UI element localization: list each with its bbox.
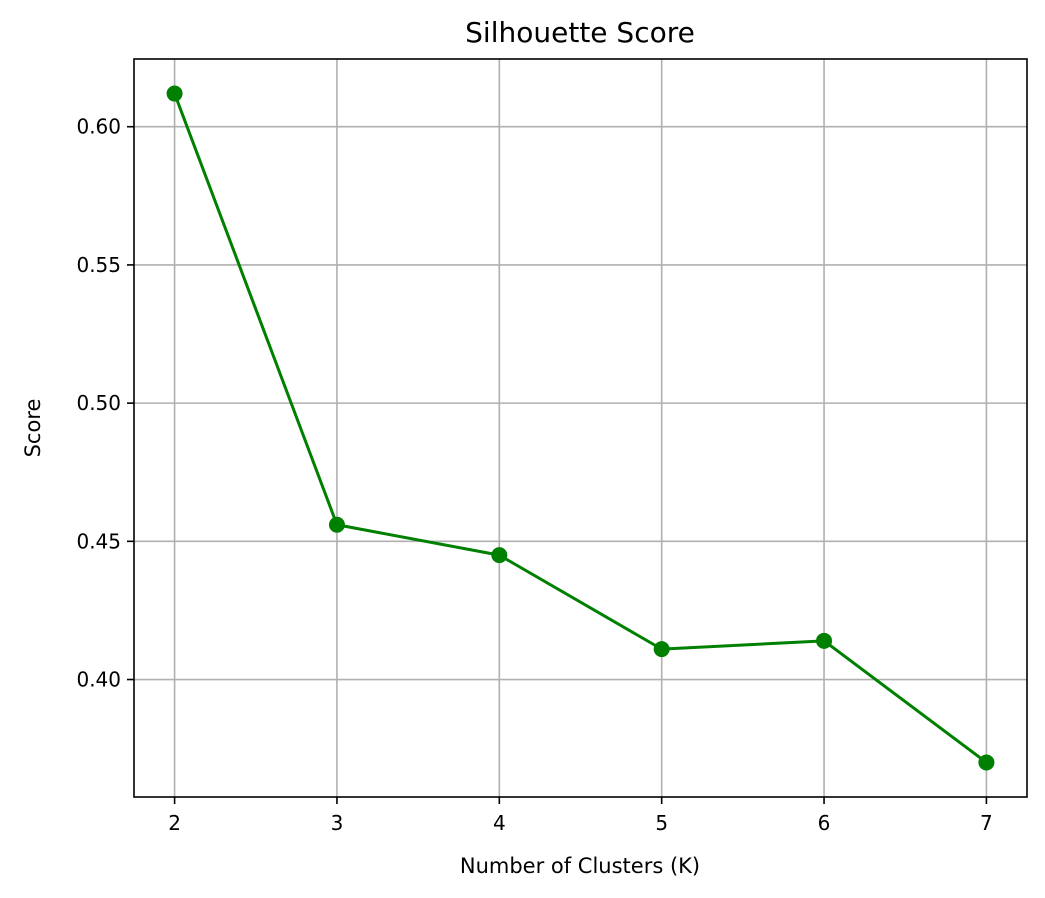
x-tick-label: 2: [168, 811, 181, 835]
data-point: [328, 516, 345, 533]
y-tick-label: 0.60: [76, 115, 121, 139]
y-tick-label: 0.55: [76, 253, 121, 277]
y-tick-label: 0.50: [76, 391, 121, 415]
y-tick-label: 0.45: [76, 529, 121, 553]
x-tick-label: 5: [655, 811, 668, 835]
data-point: [166, 85, 183, 102]
data-point: [978, 754, 995, 771]
x-axis-label: Number of Clusters (K): [460, 854, 700, 878]
data-point: [653, 641, 670, 658]
chart-title: Silhouette Score: [465, 16, 695, 49]
series-line: [173, 93, 988, 764]
series-layer: [166, 85, 995, 771]
y-axis-label: Score: [21, 399, 45, 458]
plot-frame: [133, 58, 1028, 798]
data-point: [491, 547, 508, 564]
x-tick-label: 7: [980, 811, 993, 835]
x-tick-label: 4: [493, 811, 506, 835]
y-tick-label: 0.40: [76, 668, 121, 692]
axis-ticks: 2 3 4 5 6 7 0.40 0.45 0.50 0.55 0.60: [76, 115, 992, 835]
data-point: [816, 632, 833, 649]
grid: [134, 59, 1027, 797]
x-tick-label: 3: [331, 811, 344, 835]
x-tick-label: 6: [818, 811, 831, 835]
